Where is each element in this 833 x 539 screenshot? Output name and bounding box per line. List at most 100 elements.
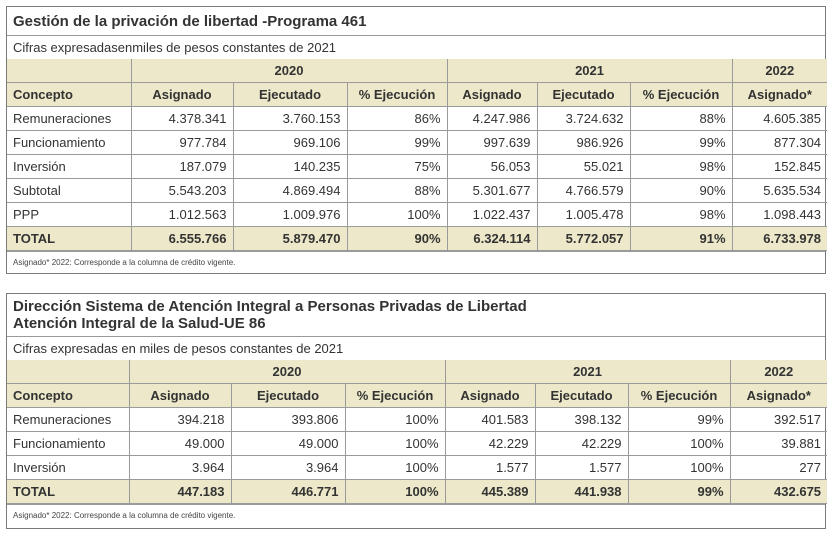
table-row: Remuneraciones 4.378.341 3.760.153 86% 4… [7,106,828,131]
cell: 99% [627,407,731,432]
cell: 4.247.986 [446,106,538,131]
total-row: TOTAL 447.183 446.771 100% 445.389 441.9… [7,479,828,504]
cell: 392.517 [729,407,828,432]
cell: 394.218 [128,407,232,432]
cell: 49.000 [230,431,346,456]
year-2022-header: 2022 [731,59,828,83]
cell: 446.771 [230,479,346,504]
cell: 56.053 [446,154,538,179]
cell: 140.235 [232,154,348,179]
cell: 99% [629,130,733,155]
column-header: Asignado [446,82,538,107]
cell: 152.845 [731,154,828,179]
column-header: Asignado [444,383,536,408]
column-header: Ejecutado [536,82,631,107]
cell: 88% [629,106,733,131]
column-header: % Ejecución [627,383,731,408]
cell: 86% [346,106,448,131]
footnote: Asignado* 2022: Corresponde a la columna… [7,251,825,274]
table-title-line2: Atención Integral de la Salud-UE 86 [13,315,266,332]
cell: 99% [346,130,448,155]
cell: 90% [346,226,448,251]
cell: 4.378.341 [130,106,234,131]
cell: 447.183 [128,479,232,504]
row-label: Funcionamiento [7,130,132,155]
cell: 1.022.437 [446,202,538,227]
cell: 187.079 [130,154,234,179]
cell: 4.766.579 [536,178,631,203]
cell: 977.784 [130,130,234,155]
row-label: Inversión [7,455,130,480]
blank-header-cell [7,59,132,83]
cell: 90% [629,178,733,203]
cell: 42.229 [534,431,629,456]
cell: 98% [629,154,733,179]
column-header: Ejecutado [534,383,629,408]
cell: 877.304 [731,130,828,155]
table-row: Funcionamiento 49.000 49.000 100% 42.229… [7,431,828,456]
cell: 1.009.976 [232,202,348,227]
year-2020-header: 2020 [128,360,446,384]
row-label: TOTAL [7,479,130,504]
table-subtitle: Cifras expresadasenmiles de pesos consta… [7,35,825,59]
table-row: Inversión 3.964 3.964 100% 1.577 1.577 1… [7,455,828,480]
year-header-row: 2020 2021 2022 [7,59,828,83]
cell: 393.806 [230,407,346,432]
cell: 88% [346,178,448,203]
column-header: Asignado* [731,82,828,107]
table-row: Funcionamiento 977.784 969.106 99% 997.6… [7,130,828,155]
cell: 4.605.385 [731,106,828,131]
cell: 99% [627,479,731,504]
cell: 3.760.153 [232,106,348,131]
column-header: % Ejecución [346,82,448,107]
cell: 3.964 [128,455,232,480]
year-2021-header: 2021 [446,59,733,83]
cell: 1.012.563 [130,202,234,227]
total-row: TOTAL 6.555.766 5.879.470 90% 6.324.114 … [7,226,828,251]
budget-table-program-461: Gestión de la privación de libertad -Pro… [6,6,828,274]
column-header-row: Concepto Asignado Ejecutado % Ejecución … [7,82,828,107]
row-label: TOTAL [7,226,132,251]
row-label: Inversión [7,154,132,179]
row-label: Remuneraciones [7,106,132,131]
row-label: Funcionamiento [7,431,130,456]
column-header: Ejecutado [232,82,348,107]
column-header: Asignado [128,383,232,408]
cell: 100% [346,202,448,227]
blank-header-cell [7,360,130,384]
column-header: % Ejecución [344,383,446,408]
cell: 401.583 [444,407,536,432]
cell: 445.389 [444,479,536,504]
budget-table-ue-86: Dirección Sistema de Atención Integral a… [6,293,828,529]
column-header: Asignado [130,82,234,107]
cell: 3.724.632 [536,106,631,131]
cell: 6.324.114 [446,226,538,251]
footnote: Asignado* 2022: Corresponde a la columna… [7,504,825,527]
table-title: Dirección Sistema de Atención Integral a… [7,294,825,336]
cell: 5.543.203 [130,178,234,203]
cell: 100% [344,479,446,504]
cell: 55.021 [536,154,631,179]
cell: 1.005.478 [536,202,631,227]
year-header-row: 2020 2021 2022 [7,360,828,384]
cell: 1.098.443 [731,202,828,227]
table-row: Inversión 187.079 140.235 75% 56.053 55.… [7,154,828,179]
year-2022-header: 2022 [729,360,828,384]
table-title-line1: Dirección Sistema de Atención Integral a… [13,298,527,315]
budget-table: 2020 2021 2022 Concepto Asignado Ejecuta… [7,360,828,504]
cell: 5.635.534 [731,178,828,203]
cell: 6.733.978 [731,226,828,251]
year-2020-header: 2020 [130,59,448,83]
column-header-row: Concepto Asignado Ejecutado % Ejecución … [7,383,828,408]
cell: 100% [344,407,446,432]
row-label: Subtotal [7,178,132,203]
cell: 91% [629,226,733,251]
table-row: Remuneraciones 394.218 393.806 100% 401.… [7,407,828,432]
cell: 39.881 [729,431,828,456]
cell: 100% [627,455,731,480]
table-row: PPP 1.012.563 1.009.976 100% 1.022.437 1… [7,202,828,227]
cell: 1.577 [534,455,629,480]
cell: 432.675 [729,479,828,504]
budget-table: 2020 2021 2022 Concepto Asignado Ejecuta… [7,59,828,251]
row-label: PPP [7,202,132,227]
